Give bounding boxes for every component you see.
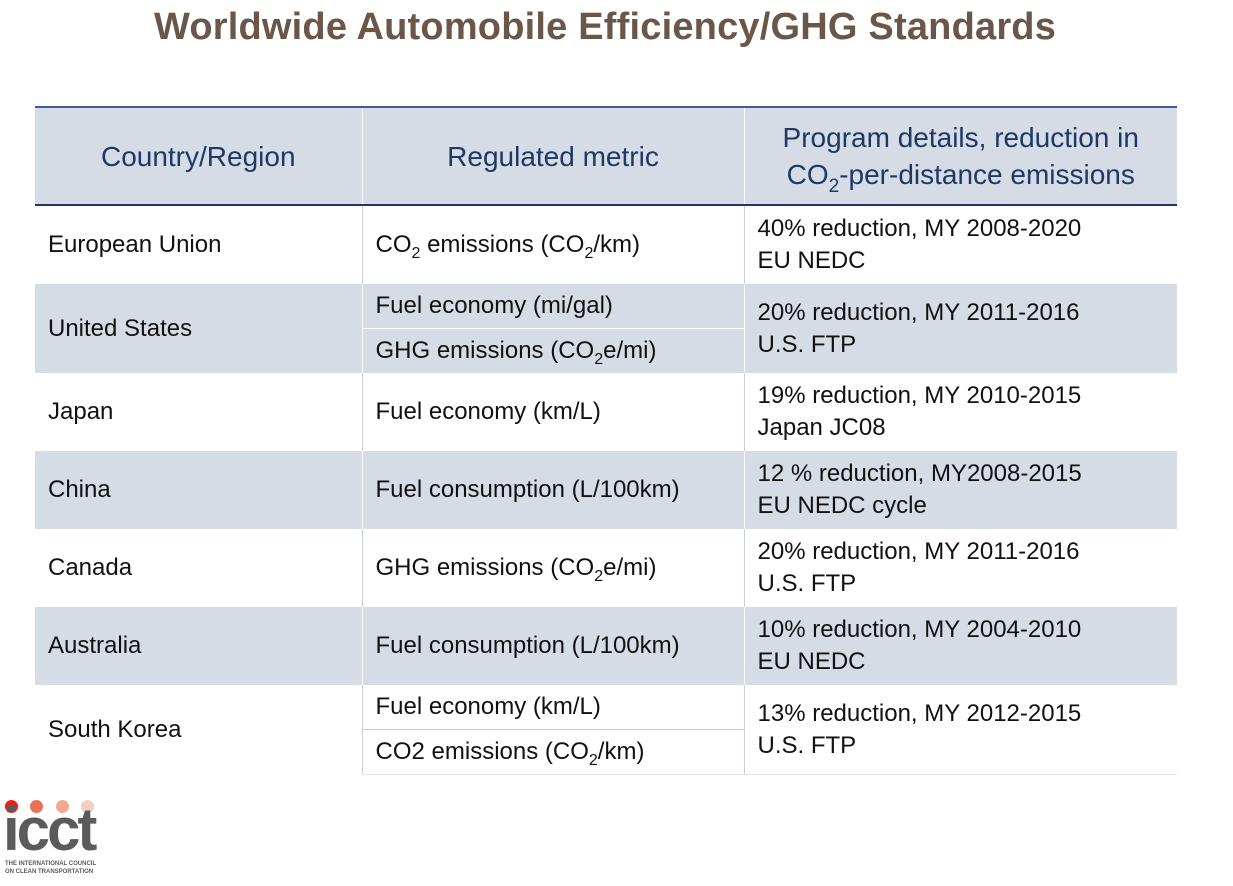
header-program-details-subscript: 2	[828, 176, 840, 197]
details-reduction: 19% reduction, MY 2010-2015	[757, 382, 1082, 409]
details-test-cycle: EU NEDC	[757, 247, 866, 274]
details-reduction: 10% reduction, MY 2004-2010	[757, 616, 1082, 643]
details-cell: 20% reduction, MY 2011-2016 U.S. FTP	[743, 529, 1177, 607]
metric-cell: Fuel consumption (L/100km)	[361, 451, 744, 529]
details-test-cycle: U.S. FTP	[757, 731, 857, 759]
country-cell: United States	[35, 284, 362, 373]
table-row: China Fuel consumption (L/100km) 12 % re…	[35, 451, 1177, 529]
table-row: GHG emissions (CO2e/mi)	[35, 328, 1177, 373]
standards-table: Country/Region Regulated metric Program …	[35, 106, 1177, 775]
logo-dot-icon	[30, 800, 43, 813]
metric-subscript: 2	[594, 568, 604, 585]
country-cell: China	[35, 451, 362, 529]
details-cell: 20% reduction, MY 2011-2016 U.S. FTP	[743, 284, 1177, 373]
logo-dot-icon	[81, 800, 94, 813]
table-row: CO2 emissions (CO2/km)	[35, 729, 1177, 775]
header-regulated-metric: Regulated metric	[361, 106, 744, 206]
header-program-details-line1: Program details, reduction in	[782, 122, 1139, 153]
country-cell: European Union	[35, 205, 362, 284]
metric-subscript: 2	[594, 351, 604, 368]
details-cell: 19% reduction, MY 2010-2015 Japan JC08	[743, 373, 1177, 451]
metric-text: /km)	[597, 738, 645, 765]
table-row: United States Fuel economy (mi/gal) 20% …	[35, 284, 1177, 373]
details-test-cycle: Japan JC08	[757, 414, 886, 441]
table-row: European Union CO2 emissions (CO2/km) 40…	[35, 205, 1177, 284]
details-reduction: 20% reduction, MY 2011-2016	[757, 298, 1080, 326]
page-title: Worldwide Automobile Efficiency/GHG Stan…	[153, 6, 1057, 48]
metric-text: e/mi)	[603, 554, 657, 581]
details-cell: 10% reduction, MY 2004-2010 EU NEDC	[743, 607, 1177, 685]
metric-text: e/mi)	[603, 337, 657, 364]
metric-cell: Fuel consumption (L/100km)	[361, 607, 744, 685]
logo-wordmark: icct	[3, 796, 97, 863]
metric-subscript: 2	[584, 245, 594, 262]
country-cell: Japan	[35, 373, 362, 451]
metric-subscript: 2	[411, 245, 421, 262]
metric-text: GHG emissions (CO	[375, 554, 595, 581]
country-cell: South Korea	[35, 685, 362, 775]
details-test-cycle: EU NEDC cycle	[757, 492, 927, 519]
metric-cell: GHG emissions (CO2e/mi)	[361, 529, 744, 607]
logo-tagline-line2: ON CLEAN TRANSPORTATION	[5, 869, 94, 875]
table-row: Japan Fuel economy (km/L) 19% reduction,…	[35, 373, 1177, 451]
metric-subscript: 2	[588, 752, 598, 769]
metric-text: CO	[375, 231, 412, 258]
header-program-details: Program details, reduction in CO2-per-di…	[743, 106, 1177, 206]
metric-text: emissions (CO	[420, 231, 585, 258]
metric-cell: Fuel economy (km/L)	[361, 685, 744, 730]
metric-text: CO2 emissions (CO	[375, 738, 589, 765]
table-row: Australia Fuel consumption (L/100km) 10%…	[35, 607, 1177, 685]
icct-logo: icct THE INTERNATIONAL COUNCIL ON CLEAN …	[3, 798, 128, 882]
details-reduction: 40% reduction, MY 2008-2020	[757, 215, 1082, 242]
metric-cell: CO2 emissions (CO2/km)	[361, 729, 744, 775]
details-test-cycle: U.S. FTP	[757, 330, 857, 358]
table-header-row: Country/Region Regulated metric Program …	[35, 106, 1177, 206]
header-program-details-co: CO	[786, 159, 829, 190]
header-program-details-line2: -per-distance emissions	[839, 159, 1135, 190]
details-test-cycle: EU NEDC	[757, 648, 866, 675]
details-reduction: 13% reduction, MY 2012-2015	[757, 699, 1082, 727]
country-cell: Canada	[35, 529, 362, 607]
table-row: South Korea Fuel economy (km/L) 13% redu…	[35, 685, 1177, 775]
details-reduction: 12 % reduction, MY2008-2015	[757, 460, 1082, 487]
metric-text: GHG emissions (CO	[375, 337, 595, 364]
metric-cell: CO2 emissions (CO2/km)	[361, 205, 744, 284]
country-cell: Australia	[35, 607, 362, 685]
metric-cell: Fuel economy (km/L)	[361, 373, 744, 451]
header-country-region: Country/Region	[35, 106, 362, 206]
logo-dot-icon	[5, 800, 18, 813]
logo-tagline: THE INTERNATIONAL COUNCIL ON CLEAN TRANS…	[5, 860, 130, 876]
metric-cell: GHG emissions (CO2e/mi)	[361, 328, 744, 373]
details-reduction: 20% reduction, MY 2011-2016	[757, 538, 1080, 565]
metric-text: /km)	[593, 231, 640, 258]
logo-dot-icon	[56, 800, 69, 813]
details-cell: 13% reduction, MY 2012-2015 U.S. FTP	[743, 685, 1177, 775]
details-cell: 40% reduction, MY 2008-2020 EU NEDC	[743, 205, 1177, 284]
details-cell: 12 % reduction, MY2008-2015 EU NEDC cycl…	[743, 451, 1177, 529]
metric-cell: Fuel economy (mi/gal)	[361, 284, 744, 329]
logo-tagline-line1: THE INTERNATIONAL COUNCIL	[5, 861, 97, 867]
details-test-cycle: U.S. FTP	[757, 570, 857, 597]
table-row: Canada GHG emissions (CO2e/mi) 20% reduc…	[35, 529, 1177, 607]
